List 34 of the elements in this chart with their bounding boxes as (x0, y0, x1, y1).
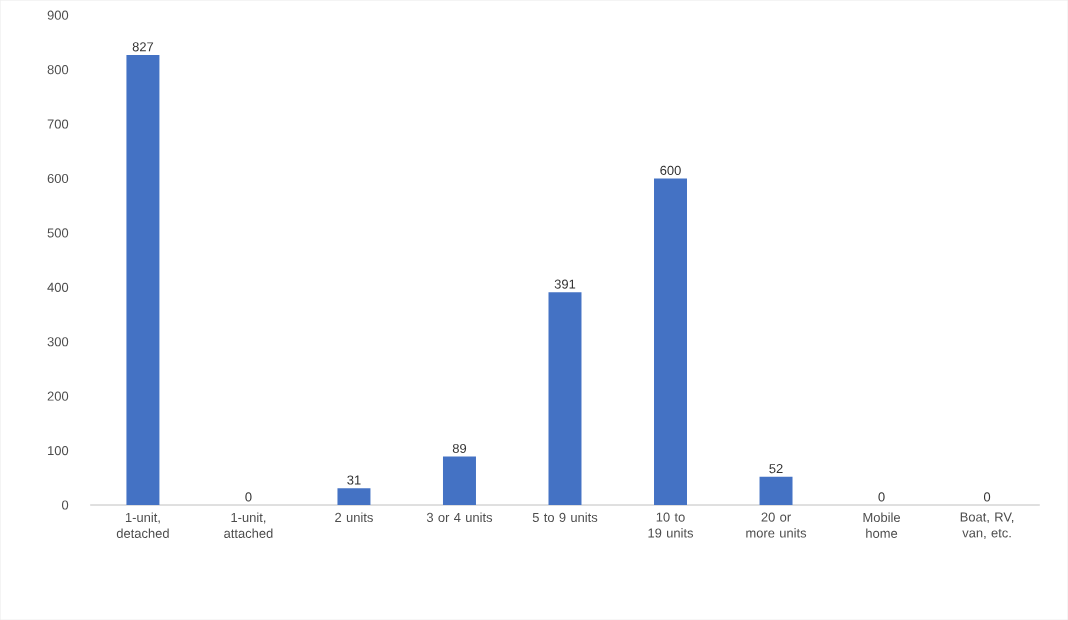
data-label: 827 (132, 42, 154, 52)
x-tick-label: Mobile home (863, 512, 901, 538)
y-tick-label: 200 (47, 391, 69, 401)
bar (126, 54, 160, 505)
x-tick-label: Boat, RV, van, etc. (960, 512, 1014, 539)
bar (654, 178, 687, 505)
bar (759, 476, 793, 505)
data-label: 89 (452, 443, 467, 453)
x-tick-label: 10 to 19 units (648, 512, 694, 538)
data-label: 0 (878, 492, 885, 502)
x-tick-label: 2 units (335, 512, 373, 522)
y-tick-label: 0 (61, 500, 69, 510)
data-label: 600 (660, 165, 681, 175)
x-tick-label: 1-unit, attached (224, 512, 273, 538)
y-tick-label: 500 (47, 228, 69, 238)
x-tick-label: 3 or 4 units (426, 512, 493, 522)
x-tick-label: 1-unit, detached (116, 512, 169, 538)
data-label: 391 (554, 279, 576, 289)
y-tick-label: 100 (48, 445, 69, 456)
y-tick-label: 600 (47, 173, 69, 183)
bar (337, 488, 371, 505)
y-tick-label: 300 (47, 337, 69, 347)
bar (548, 292, 582, 505)
x-tick-label: 20 or more units (746, 512, 807, 538)
data-label: 0 (983, 492, 991, 502)
bar (442, 456, 476, 505)
data-label: 31 (347, 475, 361, 485)
data-label: 0 (245, 492, 252, 502)
y-tick-label: 800 (47, 64, 69, 75)
x-tick-label: 5 to 9 units (532, 512, 598, 522)
y-tick-label: 900 (47, 10, 69, 20)
data-label: 52 (769, 463, 783, 474)
y-tick-label: 400 (47, 282, 69, 292)
y-tick-label: 700 (47, 119, 69, 129)
